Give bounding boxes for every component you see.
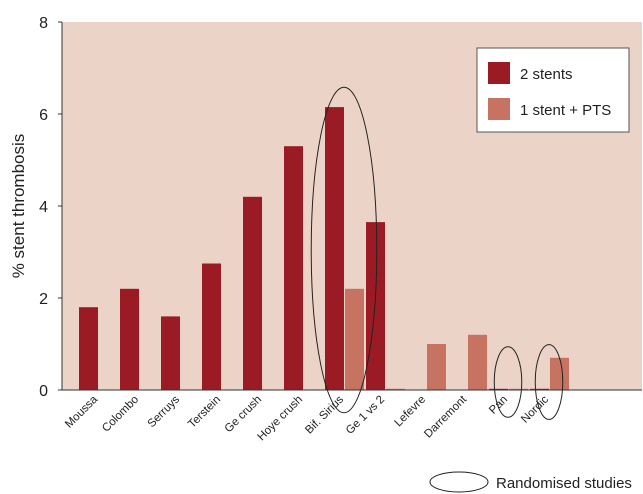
legend-swatch-one-stent [488, 98, 510, 120]
bar-two-stents-colombo [120, 288, 139, 390]
bar-two-stents-pan [489, 388, 508, 390]
randomised-ellipse-nordic [534, 344, 564, 420]
randomised-legend-label: Randomised studies [496, 475, 632, 492]
bar-two-stents-ge-1-vs-2 [366, 222, 385, 390]
randomised-legend-ellipse [429, 471, 489, 493]
bar-two-stents-bif-sirius [325, 107, 344, 390]
legend-label-one-stent: 1 stent + PTS [520, 102, 611, 119]
bar-two-stents-nordic [530, 388, 549, 390]
x-tick-label: Serruys [146, 393, 183, 430]
bar-one-stent-nordic [550, 357, 569, 390]
bar-one-stent-bif-sirius [345, 288, 364, 390]
y-axis-label: % stent thrombosis [9, 134, 28, 279]
bar-one-stent-ge-1-vs-2 [386, 388, 405, 390]
y-tick-label: 4 [39, 199, 48, 216]
bar-two-stents-terstein [202, 263, 221, 390]
bar-two-stents-ge-crush [243, 196, 262, 390]
randomised-ellipses-group [310, 86, 564, 420]
y-tick-label: 6 [39, 107, 48, 124]
x-tick-label: Colombo [100, 394, 141, 435]
x-tick-label: Ge 1 vs 2 [344, 394, 387, 437]
x-tick-label: Darremont [422, 393, 469, 440]
x-tick-label: Terstein [186, 394, 223, 431]
legend: 2 stents 1 stent + PTS [476, 47, 630, 133]
x-tick-label: Bif. Sirius [303, 393, 346, 436]
bar-two-stents-moussa [79, 307, 98, 390]
randomised-ellipse-bif-sirius [310, 86, 378, 414]
x-ticks-group: Moussa Colombo Serruys Terstein Ge crushHoye… [63, 393, 551, 443]
y-tick-label: 0 [39, 383, 48, 400]
x-tick-label: Lefevre [393, 394, 429, 430]
bars-group [79, 107, 569, 390]
legend-swatch-two-stents [488, 62, 510, 84]
bar-two-stents-hoye-crush [284, 146, 303, 390]
bar-one-stent-darremont [468, 334, 487, 390]
x-tick-label: Ge crush [223, 394, 264, 435]
bar-one-stent-pan [509, 388, 528, 390]
x-tick-label: Nordic [519, 393, 551, 425]
x-tick-label: Pan [487, 394, 510, 417]
y-tick-label: 2 [39, 291, 48, 308]
bar-two-stents-serruys [161, 316, 180, 390]
y-ticks-group: 0 2 4 6 8 [39, 15, 62, 400]
bar-one-stent-lefevre [427, 344, 446, 390]
x-tick-label: Moussa [63, 393, 100, 430]
randomised-ellipse-pan [493, 346, 523, 418]
y-tick-label: 8 [39, 15, 48, 32]
legend-label-two-stents: 2 stents [520, 66, 573, 83]
